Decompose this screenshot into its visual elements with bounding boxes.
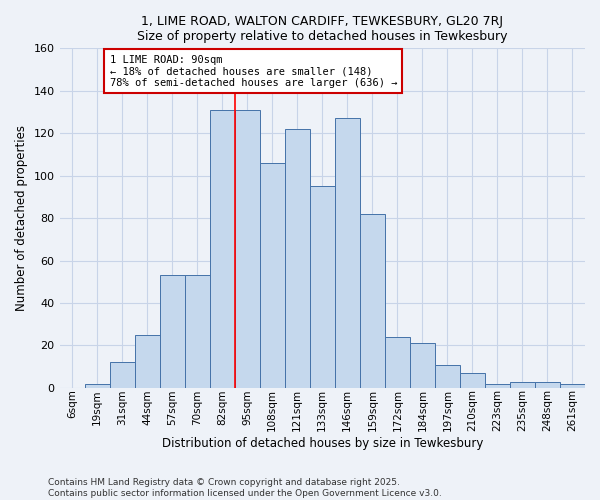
Bar <box>510 382 535 388</box>
Bar <box>260 163 285 388</box>
Bar <box>485 384 510 388</box>
Bar <box>85 384 110 388</box>
Title: 1, LIME ROAD, WALTON CARDIFF, TEWKESBURY, GL20 7RJ
Size of property relative to : 1, LIME ROAD, WALTON CARDIFF, TEWKESBURY… <box>137 15 508 43</box>
Bar <box>335 118 360 388</box>
Bar <box>160 276 185 388</box>
Bar <box>185 276 209 388</box>
Bar <box>360 214 385 388</box>
Bar <box>110 362 134 388</box>
Bar <box>560 384 585 388</box>
Text: 1 LIME ROAD: 90sqm
← 18% of detached houses are smaller (148)
78% of semi-detach: 1 LIME ROAD: 90sqm ← 18% of detached hou… <box>110 54 397 88</box>
Bar <box>410 344 435 388</box>
Bar <box>460 373 485 388</box>
Bar <box>134 335 160 388</box>
Bar <box>310 186 335 388</box>
Bar <box>209 110 235 388</box>
X-axis label: Distribution of detached houses by size in Tewkesbury: Distribution of detached houses by size … <box>161 437 483 450</box>
Bar <box>285 129 310 388</box>
Text: Contains HM Land Registry data © Crown copyright and database right 2025.
Contai: Contains HM Land Registry data © Crown c… <box>48 478 442 498</box>
Bar <box>435 364 460 388</box>
Bar <box>235 110 260 388</box>
Y-axis label: Number of detached properties: Number of detached properties <box>15 125 28 311</box>
Bar <box>535 382 560 388</box>
Bar <box>385 337 410 388</box>
